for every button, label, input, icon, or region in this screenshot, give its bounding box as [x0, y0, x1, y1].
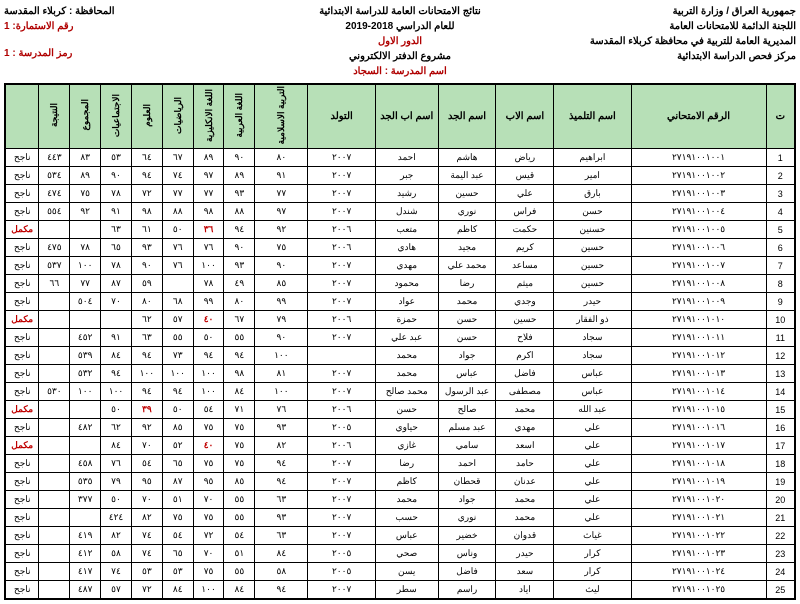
table-row: 11٢٧١٩١٠٠١٠١١سجادفلاححسنعبد علي٢٠٠٧٩٠٥٥٥…	[5, 329, 795, 347]
table-row: 10٢٧١٩١٠٠١٠١٠ذو الفقارحسينحسنحمزة٢٠٠٦٧٩٦…	[5, 311, 795, 329]
th-math: الرياضيات	[162, 84, 193, 149]
th-extra	[5, 84, 39, 149]
form-val: 1	[4, 21, 10, 32]
th-english: اللغة الانكليزية	[193, 84, 224, 149]
header-right: جمهورية العراق / وزارة التربية اللجنة ال…	[535, 4, 796, 64]
th-ggrand: اسم اب الجد	[375, 84, 438, 149]
header-left: المحافظة : كربلاء المقدسة رقم الاستمارة:…	[4, 4, 265, 61]
form-label: رقم الاستمارة:	[12, 21, 73, 32]
hr-line3: المديرية العامة للتربية في محافظة كربلاء…	[535, 34, 796, 49]
table-row: 18٢٧١٩١٠٠١٠١٨عليحامداحمدرضا٢٠٠٧٩٤٧٥٧٥٦٥٥…	[5, 455, 795, 473]
gov-line: المحافظة : كربلاء المقدسة	[4, 4, 265, 19]
th-exam: الرقم الامتحاني	[631, 84, 766, 149]
th-islamic: التربية الاسلامية	[255, 84, 308, 149]
table-row: 22٢٧١٩١٠٠١٠٢٢غياثقدوانخضيرعباس٢٠٠٧٦٣٥٤٧٢…	[5, 527, 795, 545]
th-name: اسم التلميذ	[554, 84, 631, 149]
th-social: الاجتماعيات	[101, 84, 132, 149]
th-grand: اسم الجد	[438, 84, 496, 149]
header-center: نتائج الامتحانات العامة للدراسة الابتدائ…	[269, 4, 530, 79]
table-row: 1٢٧١٩١٠٠١٠٠١ابراهيمرياضهاشماحمد٢٠٠٧٨٠٩٠٨…	[5, 149, 795, 167]
table-row: 12٢٧١٩١٠٠١٠١٢سجاداكرمجوادمحمد١٠٠٩٤٩٤٧٣٩٤…	[5, 347, 795, 365]
gov-val: كربلاء المقدسة	[4, 6, 66, 17]
th-science: العلوم	[131, 84, 162, 149]
code-label: رمز المدرسة :	[12, 48, 72, 59]
table-row: 23٢٧١٩١٠٠١٠٢٣كرارحيدروناسصحي٢٠٠٥٨٤٥١٧٠٦٥…	[5, 545, 795, 563]
hc-line1: نتائج الامتحانات العامة للدراسة الابتدائ…	[269, 4, 530, 19]
form-line: رقم الاستمارة: 1	[4, 19, 265, 34]
table-row: 13٢٧١٩١٠٠١٠١٣عباسفاضلعباسمحمد٢٠٠٧٨١٩٨١٠٠…	[5, 365, 795, 383]
table-row: 9٢٧١٩١٠٠١٠٠٩حيدروجديمحمدعواد٢٠٠٧٩٩٨٠٩٩٦٨…	[5, 293, 795, 311]
table-row: 7٢٧١٩١٠٠١٠٠٧حسينمساعدمحمد عليمهدي٢٠٠٧٩٠٩…	[5, 257, 795, 275]
page-header: جمهورية العراق / وزارة التربية اللجنة ال…	[4, 4, 796, 79]
table-row: 2٢٧١٩١٠٠١٠٠٢اميرقيسعبد اليمةجبر٢٠٠٧٩١٨٩٩…	[5, 167, 795, 185]
results-table: ت الرقم الامتحاني اسم التلميذ اسم الاب ا…	[4, 83, 796, 600]
school-line: اسم المدرسة : السجاد	[269, 64, 530, 79]
th-result: النتيجة	[39, 84, 70, 149]
hr-line1: جمهورية العراق / وزارة التربية	[535, 4, 796, 19]
table-row: 17٢٧١٩١٠٠١٠١٧علياسعدساميغازي٢٠٠٦٨٢٧٥٤٠٥٢…	[5, 437, 795, 455]
table-row: 6٢٧١٩١٠٠١٠٠٦حسينكريممجيدهادي٢٠٠٦٧٥٩٠٧٦٧٦…	[5, 239, 795, 257]
gov-label: المحافظة :	[69, 6, 115, 17]
hr-line2: اللجنة الدائمة للامتحانات العامة	[535, 19, 796, 34]
th-arabic: اللغة العربية	[224, 84, 255, 149]
code-line: رمز المدرسة : 1	[4, 46, 265, 61]
table-row: 3٢٧١٩١٠٠١٠٠٣بارقعليحسينرشيد٢٠٠٧٧٧٩٣٧٧٧٧٧…	[5, 185, 795, 203]
table-row: 24٢٧١٩١٠٠١٠٢٤كرارسعدفاضليسن٢٠٠٥٥٨٥٥٧٥٥٣٥…	[5, 563, 795, 581]
table-row: 4٢٧١٩١٠٠١٠٠٤حسنفراسنوريشندل٢٠٠٧٩٧٨٨٩٨٨٨٩…	[5, 203, 795, 221]
th-father: اسم الاب	[496, 84, 554, 149]
table-row: 20٢٧١٩١٠٠١٠٢٠عليمحمدجوادمحمد٢٠٠٧٦٣٥٥٧٠٥١…	[5, 491, 795, 509]
table-row: 8٢٧١٩١٠٠١٠٠٨حسينميثمرضامحمود٢٠٠٧٨٥٤٩٧٨٥٩…	[5, 275, 795, 293]
header-row: ت الرقم الامتحاني اسم التلميذ اسم الاب ا…	[5, 84, 795, 149]
table-row: 25٢٧١٩١٠٠١٠٢٥ليثايادراسمسطر٢٠٠٧٩٤٨٤١٠٠٨٤…	[5, 581, 795, 600]
th-dob: التولد	[308, 84, 376, 149]
table-row: 16٢٧١٩١٠٠١٠١٦عليمهديعبد مسلمحياوي٢٠٠٥٩٣٧…	[5, 419, 795, 437]
hc-line4: مشروع الدفتر الالكتروني	[269, 49, 530, 64]
th-idx: ت	[766, 84, 795, 149]
table-row: 5٢٧١٩١٠٠١٠٠٥حسنينحكمتكاظممتعب٢٠٠٦٩٢٩٤٣٦٥…	[5, 221, 795, 239]
code-val: 1	[4, 48, 10, 59]
table-row: 14٢٧١٩١٠٠١٠١٤عباسمصطفىعبد الرسولمحمد صال…	[5, 383, 795, 401]
school-label: اسم المدرسة :	[385, 66, 447, 77]
hc-line2: للعام الدراسي 2018-2019	[269, 19, 530, 34]
hr-line4: مركز فحص الدراسة الابتدائية	[535, 49, 796, 64]
hc-line3: الدور الاول	[269, 34, 530, 49]
school-val: السجاد	[353, 66, 382, 77]
table-row: 19٢٧١٩١٠٠١٠١٩عليعدنانقحطانكاظم٢٠٠٧٩٤٨٥٩٥…	[5, 473, 795, 491]
table-body: 1٢٧١٩١٠٠١٠٠١ابراهيمرياضهاشماحمد٢٠٠٧٨٠٩٠٨…	[5, 149, 795, 600]
table-row: 21٢٧١٩١٠٠١٠٢١عليمحمدنوريحسب٢٠٠٧٩٣٥٥٧٥٧٥٨…	[5, 509, 795, 527]
table-row: 15٢٧١٩١٠٠١٠١٥عبد اللهمحمدصالححسن٢٠٠٦٧٦٧١…	[5, 401, 795, 419]
th-total: المجموع	[70, 84, 101, 149]
